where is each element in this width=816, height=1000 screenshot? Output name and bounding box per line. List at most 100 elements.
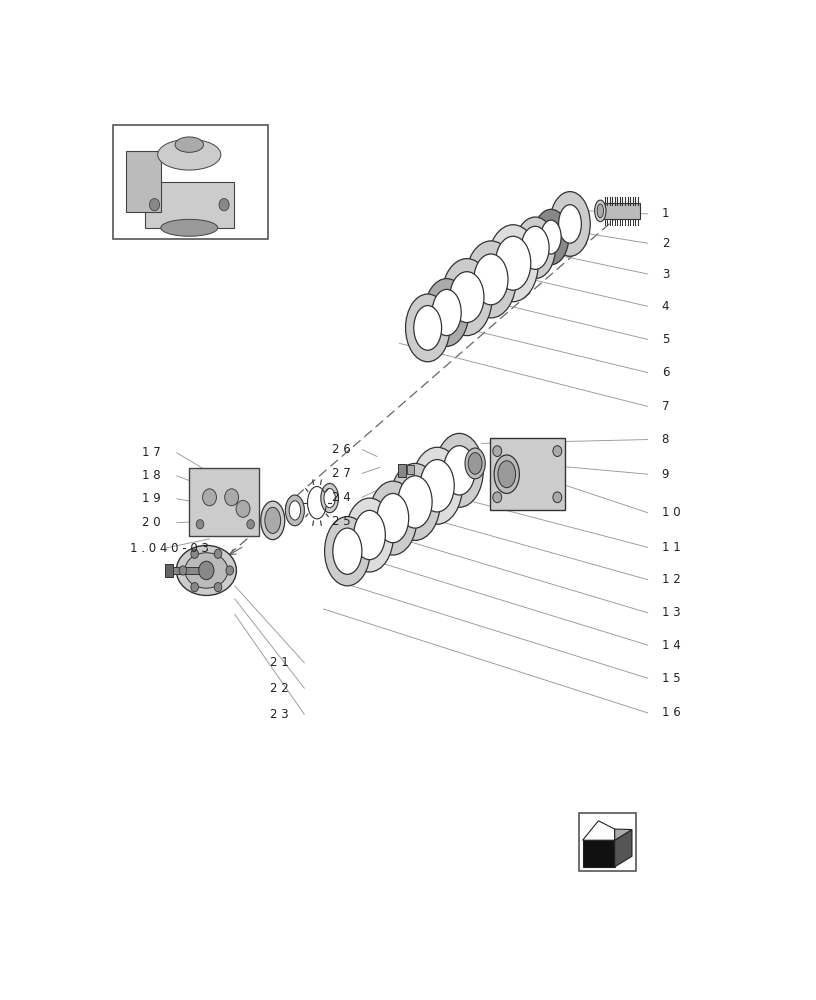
Text: 4: 4 (662, 300, 669, 313)
Circle shape (236, 500, 250, 517)
Text: 1 . 0 4 0 - 0 3: 1 . 0 4 0 - 0 3 (131, 542, 210, 555)
Circle shape (493, 492, 502, 503)
Text: 2 6: 2 6 (331, 443, 350, 456)
Ellipse shape (450, 272, 484, 323)
Ellipse shape (390, 463, 441, 540)
Ellipse shape (369, 481, 417, 555)
Ellipse shape (185, 553, 228, 588)
Ellipse shape (541, 220, 561, 254)
Text: 1 8: 1 8 (142, 469, 161, 482)
Ellipse shape (353, 510, 385, 560)
Ellipse shape (157, 139, 221, 170)
Ellipse shape (521, 226, 549, 269)
Ellipse shape (345, 498, 393, 572)
Circle shape (219, 199, 229, 211)
Bar (165, 564, 173, 577)
Bar (579, 813, 636, 871)
FancyBboxPatch shape (490, 438, 565, 510)
Text: 2 0: 2 0 (142, 516, 161, 529)
Bar (598, 203, 640, 219)
Text: 1 1: 1 1 (662, 541, 681, 554)
Text: 1 4: 1 4 (662, 639, 681, 652)
Bar (398, 464, 406, 477)
Text: 1 2: 1 2 (662, 573, 681, 586)
Bar (407, 465, 414, 474)
Ellipse shape (488, 225, 539, 302)
Circle shape (202, 489, 216, 506)
Bar (168, 567, 203, 574)
Text: 1 7: 1 7 (142, 446, 161, 459)
Circle shape (196, 520, 204, 529)
Ellipse shape (161, 219, 218, 236)
Ellipse shape (261, 501, 285, 540)
Text: 2 2: 2 2 (269, 682, 288, 695)
Ellipse shape (321, 483, 339, 513)
Ellipse shape (289, 501, 300, 520)
Text: 6: 6 (662, 366, 669, 379)
Circle shape (224, 489, 238, 506)
Text: 2 3: 2 3 (269, 708, 288, 721)
Circle shape (191, 549, 198, 558)
Text: 1 9: 1 9 (142, 492, 161, 505)
Ellipse shape (595, 200, 606, 222)
Circle shape (199, 561, 214, 580)
Ellipse shape (474, 254, 508, 305)
Ellipse shape (412, 447, 463, 524)
Text: 2 5: 2 5 (331, 515, 350, 528)
Text: 2 4: 2 4 (331, 491, 350, 504)
Ellipse shape (324, 488, 335, 508)
Circle shape (246, 520, 255, 529)
Ellipse shape (495, 236, 530, 290)
Circle shape (553, 492, 561, 503)
Ellipse shape (424, 279, 468, 346)
Ellipse shape (441, 259, 492, 336)
Ellipse shape (435, 433, 483, 507)
Circle shape (215, 549, 222, 558)
Polygon shape (614, 830, 632, 867)
Circle shape (180, 566, 187, 575)
Ellipse shape (465, 448, 486, 479)
Ellipse shape (559, 205, 581, 243)
Text: 2: 2 (662, 237, 669, 250)
Ellipse shape (414, 306, 441, 350)
FancyBboxPatch shape (188, 468, 259, 536)
Bar (113, 125, 268, 239)
Ellipse shape (597, 204, 604, 218)
Circle shape (553, 446, 561, 456)
Text: 1 3: 1 3 (662, 606, 681, 619)
Ellipse shape (398, 476, 432, 528)
Bar (126, 151, 161, 212)
Text: 2 1: 2 1 (269, 656, 288, 669)
Ellipse shape (265, 507, 281, 533)
Ellipse shape (333, 528, 362, 574)
Text: 1 6: 1 6 (662, 706, 681, 719)
Text: 1 5: 1 5 (662, 672, 681, 685)
Ellipse shape (175, 137, 203, 152)
Ellipse shape (443, 446, 475, 495)
Ellipse shape (377, 493, 409, 543)
Text: 7: 7 (662, 400, 669, 413)
Ellipse shape (550, 192, 590, 256)
Ellipse shape (420, 460, 455, 512)
Circle shape (191, 583, 198, 592)
Circle shape (149, 199, 160, 211)
Text: 1: 1 (662, 207, 669, 220)
Text: 2 7: 2 7 (331, 467, 350, 480)
Circle shape (215, 583, 222, 592)
Ellipse shape (515, 217, 556, 279)
Ellipse shape (406, 294, 450, 362)
FancyBboxPatch shape (145, 182, 233, 228)
Ellipse shape (286, 495, 304, 526)
Ellipse shape (494, 455, 519, 493)
Ellipse shape (468, 453, 482, 474)
Text: 1 0: 1 0 (662, 506, 681, 519)
Ellipse shape (466, 241, 517, 318)
Circle shape (493, 446, 502, 456)
Ellipse shape (176, 545, 237, 595)
Ellipse shape (534, 209, 569, 265)
Text: 8: 8 (662, 433, 669, 446)
Ellipse shape (498, 461, 516, 488)
Text: 3: 3 (662, 267, 669, 280)
Text: 5: 5 (662, 333, 669, 346)
Ellipse shape (325, 517, 370, 586)
